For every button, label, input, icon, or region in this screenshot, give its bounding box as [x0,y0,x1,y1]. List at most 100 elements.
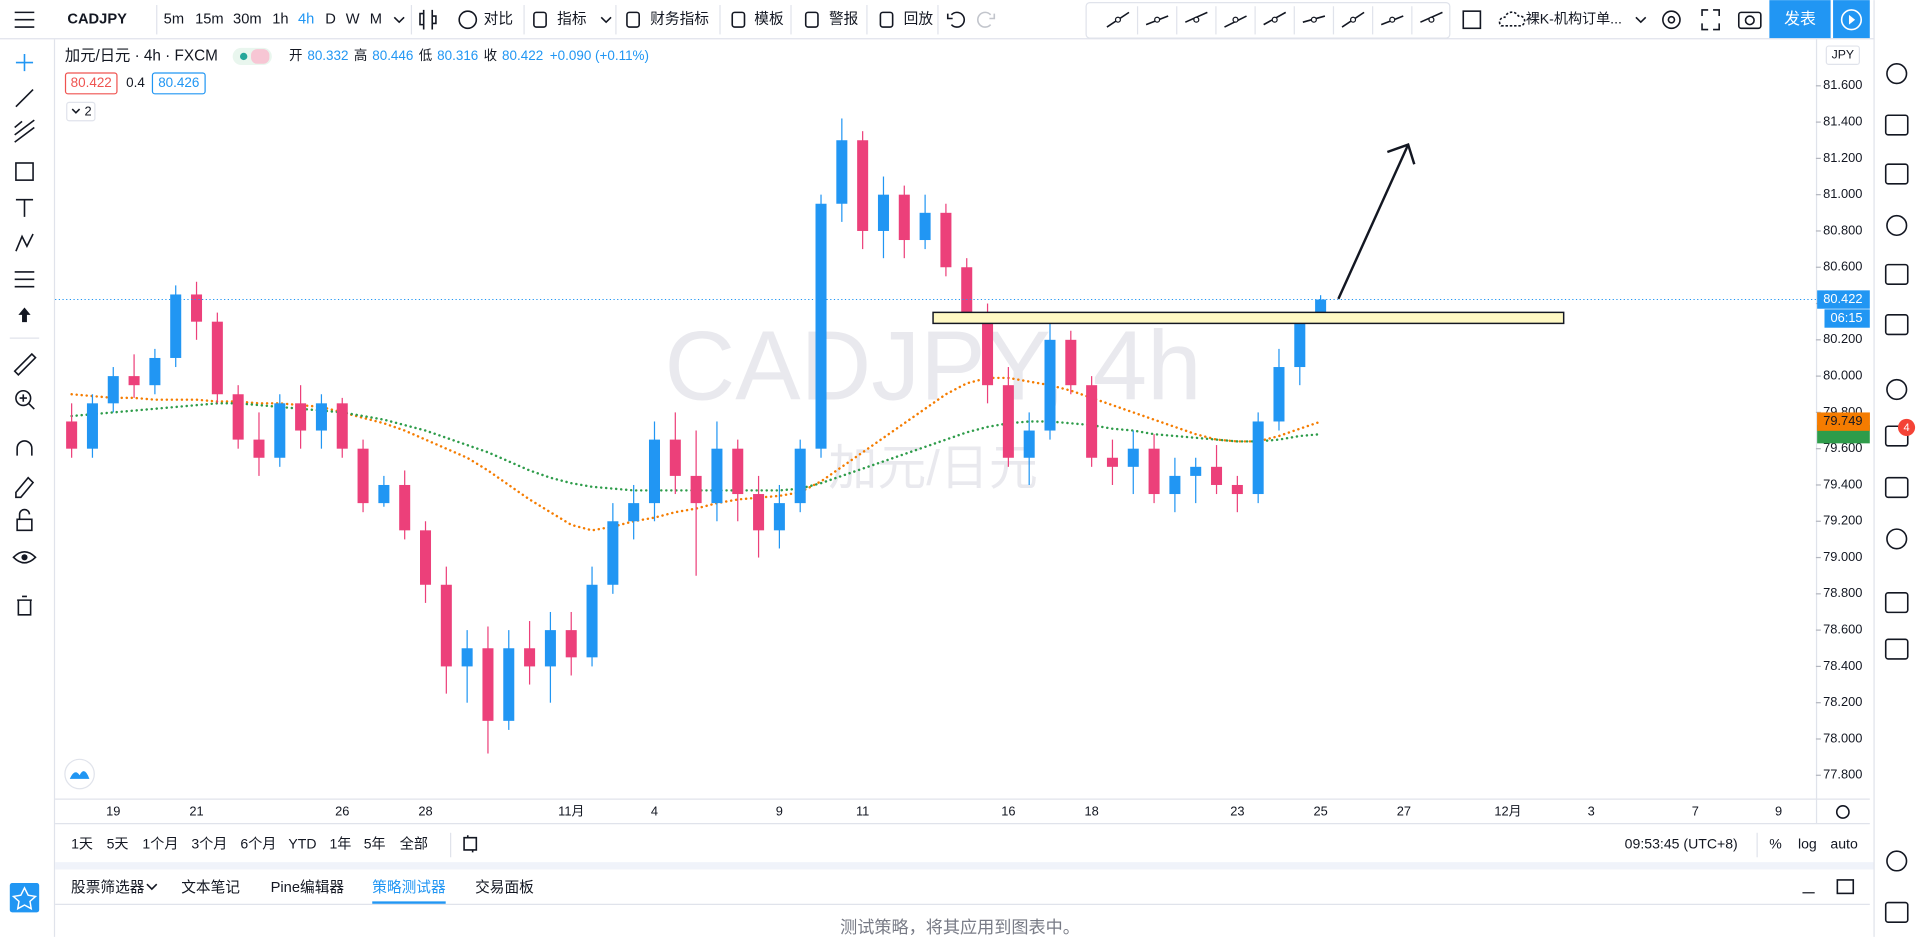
sidebar-icon[interactable] [1884,901,1909,923]
camera-icon[interactable] [1737,11,1762,30]
interval[interactable]: D [325,12,336,28]
publish-label[interactable]: 发表 [1784,10,1816,28]
trendline-icon[interactable] [15,88,34,108]
shape-icon[interactable] [15,162,34,181]
interval[interactable]: 4h [298,12,314,28]
sidebar-icon[interactable] [1886,850,1908,872]
y-tick-label: 81.600 [1823,77,1862,92]
chevron[interactable] [600,16,612,24]
rect-icon[interactable] [1462,10,1482,30]
sidebar-icon[interactable] [1884,163,1909,185]
sidebar-icon[interactable] [1884,591,1909,614]
range-button[interactable]: 3个月 [191,836,227,852]
crosshair-icon[interactable] [15,54,34,72]
sidebar-icon[interactable] [1886,378,1908,401]
notification-badge [1897,418,1916,437]
bid[interactable]: 80.422 [71,75,112,90]
interval[interactable]: 15m [195,12,224,28]
toolbar-button[interactable]: 财务指标 [650,11,709,28]
play-circle [1840,9,1863,31]
logo[interactable] [64,758,95,790]
interval[interactable]: 1h [272,12,288,28]
collapse-count[interactable]: 2 [84,104,91,119]
interval[interactable]: W [346,12,360,28]
range-button[interactable]: 1天 [71,836,93,852]
auto-toggle[interactable]: auto [1830,836,1858,852]
zoom-icon[interactable] [15,389,32,407]
button-icon[interactable] [626,11,640,28]
axis-settings-icon[interactable] [1835,805,1850,819]
percent-toggle[interactable]: % [1769,836,1782,852]
lock-draw-icon[interactable] [15,476,35,499]
panel-tab[interactable]: 文本笔记 [181,879,240,896]
range-button[interactable]: 5年 [364,836,386,852]
right-sidebar: 4 [1884,63,1916,923]
maximize-icon[interactable] [1836,879,1855,895]
chevron[interactable] [146,883,158,891]
range-button[interactable]: 1个月 [142,836,178,852]
publish-button[interactable] [1769,0,1831,39]
toolbar-button[interactable]: 指标 [557,11,587,28]
sidebar-icon[interactable] [1884,114,1909,136]
fib-icon[interactable] [14,119,35,143]
lock-icon[interactable] [16,518,33,532]
panel-tab[interactable]: 股票筛选器 [71,879,145,896]
chevron[interactable] [393,16,405,24]
replay-icon[interactable] [463,835,478,853]
log-toggle[interactable]: log [1798,836,1817,852]
range-button[interactable]: 6个月 [240,836,276,852]
eye-icon[interactable] [12,550,37,564]
left-toolbar [9,54,95,913]
button-icon[interactable] [533,11,547,28]
undo-icon[interactable] [946,11,966,28]
sidebar-icon[interactable] [1884,638,1909,660]
range-button[interactable]: 1年 [329,836,351,852]
collapse-box[interactable] [66,101,96,122]
symbol[interactable]: CADJPY [67,12,127,28]
cloud-icon[interactable] [1498,11,1526,27]
button-icon[interactable] [804,11,819,28]
panel-tab[interactable]: 策略测试器 [372,879,446,896]
interval[interactable]: M [370,12,382,28]
magnet-icon[interactable] [16,440,33,456]
toolbar-button[interactable]: 回放 [904,11,934,28]
ruler-icon[interactable] [13,352,37,376]
sidebar-icon[interactable] [1884,314,1909,336]
panel-tab[interactable]: Pine编辑器 [271,879,345,896]
sidebar-icon[interactable] [1886,214,1908,237]
interval[interactable]: 30m [233,12,262,28]
button-icon[interactable] [879,11,894,28]
fullscreen-icon[interactable] [1701,9,1720,31]
toolbar-button[interactable]: 对比 [484,11,513,28]
bid-box[interactable] [64,72,118,95]
prediction-icon[interactable] [14,271,35,288]
ask[interactable]: 80.426 [158,75,199,90]
settings-icon[interactable] [1662,10,1681,30]
candle-body [149,357,161,386]
sidebar-icon[interactable] [1884,476,1909,499]
range-button[interactable]: YTD [288,836,316,852]
toolbar-button[interactable]: 警报 [829,11,859,28]
range-button[interactable]: 全部 [400,836,428,852]
sidebar-icon[interactable] [1884,425,1909,447]
watchlist-button[interactable] [9,882,40,913]
trash-icon[interactable] [17,595,32,616]
chevron[interactable] [1635,16,1647,24]
button-icon[interactable] [731,11,746,28]
panel-tab[interactable]: 交易面板 [475,878,534,896]
candle-body [191,294,203,322]
chart-type-icon[interactable] [419,9,437,30]
range-button[interactable]: 5天 [107,836,129,852]
pattern-icon[interactable] [15,233,34,252]
menu-icon[interactable] [14,11,35,28]
sidebar-icon[interactable] [1884,263,1909,286]
interval[interactable]: 5m [164,12,184,28]
compare-icon[interactable] [458,10,478,30]
ask-box[interactable] [151,72,206,95]
text-icon[interactable] [15,198,34,217]
sidebar-icon[interactable] [1886,63,1908,85]
layout-name[interactable]: 裸K-机构订单... [1526,10,1622,26]
draw-tool-handle [1310,16,1317,23]
sidebar-icon[interactable] [1886,528,1908,550]
toolbar-button[interactable]: 模板 [754,10,784,28]
